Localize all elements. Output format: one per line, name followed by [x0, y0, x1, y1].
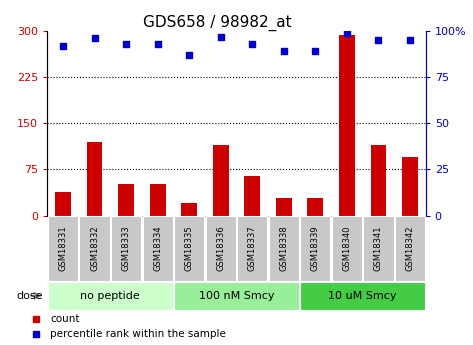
- Text: GSM18338: GSM18338: [279, 226, 289, 271]
- Bar: [300, 282, 425, 310]
- Point: [406, 38, 414, 43]
- Text: no peptide: no peptide: [80, 291, 140, 301]
- Bar: [402, 157, 418, 216]
- Bar: [307, 198, 323, 216]
- Bar: [79, 216, 110, 281]
- Text: 10 uM Smcy: 10 uM Smcy: [328, 291, 397, 301]
- Bar: [213, 145, 228, 216]
- Point: [217, 34, 225, 39]
- Bar: [181, 203, 197, 216]
- Point: [375, 38, 382, 43]
- Text: count: count: [50, 314, 80, 324]
- Bar: [142, 216, 173, 281]
- Bar: [174, 216, 204, 281]
- Bar: [48, 282, 173, 310]
- Text: GSM18339: GSM18339: [311, 226, 320, 271]
- Bar: [300, 216, 331, 281]
- Bar: [118, 184, 134, 216]
- Bar: [395, 216, 425, 281]
- Bar: [332, 216, 362, 281]
- Point: [154, 41, 161, 47]
- Bar: [245, 176, 260, 216]
- Bar: [363, 216, 394, 281]
- Point: [185, 52, 193, 58]
- Bar: [269, 216, 299, 281]
- Text: 100 nM Smcy: 100 nM Smcy: [199, 291, 274, 301]
- Point: [343, 30, 350, 36]
- Text: GSM18334: GSM18334: [153, 226, 162, 271]
- Point: [123, 41, 130, 47]
- Title: GDS658 / 98982_at: GDS658 / 98982_at: [143, 15, 292, 31]
- Text: GSM18336: GSM18336: [216, 226, 225, 271]
- Text: dose: dose: [16, 291, 43, 301]
- Text: GSM18341: GSM18341: [374, 226, 383, 271]
- Bar: [339, 35, 355, 216]
- Text: GSM18332: GSM18332: [90, 226, 99, 271]
- Text: GSM18333: GSM18333: [122, 226, 131, 271]
- Bar: [48, 216, 78, 281]
- Bar: [150, 184, 166, 216]
- Bar: [237, 216, 267, 281]
- Point: [91, 36, 98, 41]
- Bar: [55, 192, 71, 216]
- Point: [280, 49, 288, 54]
- Bar: [206, 216, 236, 281]
- Point: [248, 41, 256, 47]
- Bar: [276, 198, 292, 216]
- Bar: [111, 216, 141, 281]
- Bar: [174, 282, 299, 310]
- Bar: [370, 145, 386, 216]
- Text: percentile rank within the sample: percentile rank within the sample: [50, 329, 226, 339]
- Text: GSM18337: GSM18337: [248, 226, 257, 271]
- Text: GSM18340: GSM18340: [342, 226, 351, 271]
- Point: [59, 43, 67, 49]
- Point: [312, 49, 319, 54]
- Bar: [87, 142, 103, 216]
- Text: GSM18342: GSM18342: [405, 226, 414, 271]
- Text: GSM18331: GSM18331: [59, 226, 68, 271]
- Text: GSM18335: GSM18335: [184, 226, 194, 271]
